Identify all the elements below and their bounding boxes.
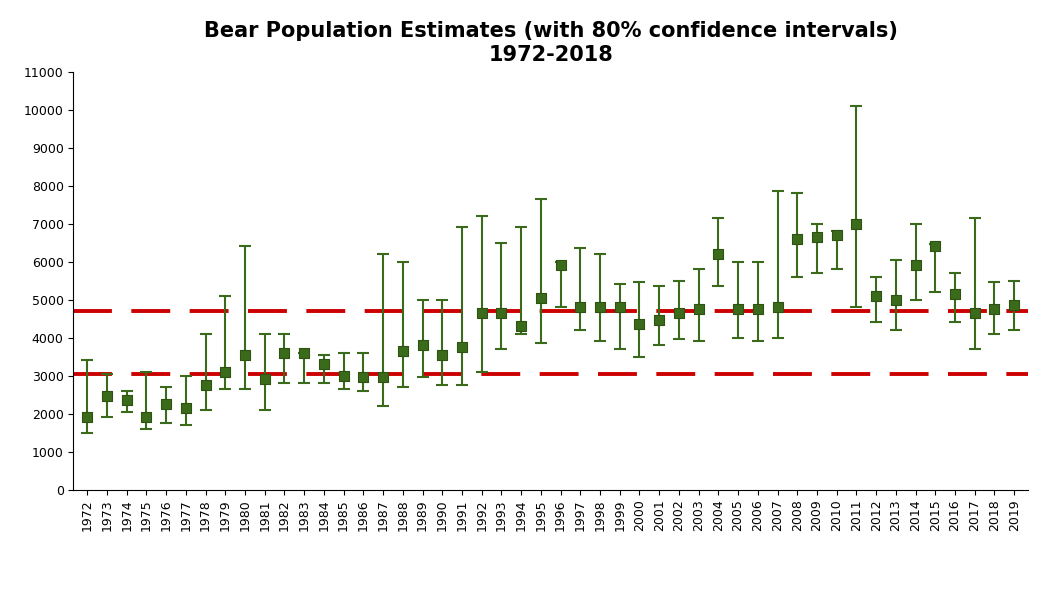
Point (434, 350, 451, 359)
Point (374, 373, 391, 382)
Point (986, 304, 1003, 314)
Point (572, 303, 588, 312)
Point (868, 291, 884, 300)
Point (316, 359, 333, 369)
Point (533, 293, 550, 303)
Point (592, 303, 608, 312)
Point (79, 413, 95, 422)
Point (453, 342, 470, 352)
Point (927, 242, 944, 251)
Point (256, 374, 273, 384)
Point (829, 230, 845, 240)
Point (887, 295, 904, 304)
Point (138, 413, 155, 422)
Title: Bear Population Estimates (with 80% confidence intervals)
1972-2018: Bear Population Estimates (with 80% conf… (204, 21, 898, 64)
Point (809, 232, 826, 242)
Point (690, 304, 707, 314)
Point (197, 380, 214, 390)
Point (473, 308, 490, 318)
Point (710, 249, 727, 259)
Point (414, 340, 431, 350)
Point (612, 303, 628, 312)
Point (769, 303, 786, 312)
Point (946, 289, 963, 298)
Point (907, 261, 924, 270)
Point (513, 321, 530, 331)
Point (1006, 300, 1023, 310)
Point (631, 319, 648, 329)
Point (177, 403, 194, 413)
Point (276, 348, 293, 358)
Point (336, 371, 352, 380)
Point (237, 350, 254, 359)
Point (157, 399, 174, 409)
Point (749, 304, 766, 314)
Point (394, 346, 411, 356)
Point (789, 234, 806, 244)
Point (670, 308, 687, 318)
Point (355, 373, 371, 382)
Point (552, 261, 569, 270)
Point (848, 219, 864, 229)
Point (99, 392, 115, 401)
Point (493, 308, 510, 318)
Point (730, 304, 747, 314)
Point (119, 395, 135, 405)
Point (296, 348, 313, 358)
Point (217, 367, 234, 377)
Point (966, 308, 983, 318)
Point (650, 316, 667, 325)
